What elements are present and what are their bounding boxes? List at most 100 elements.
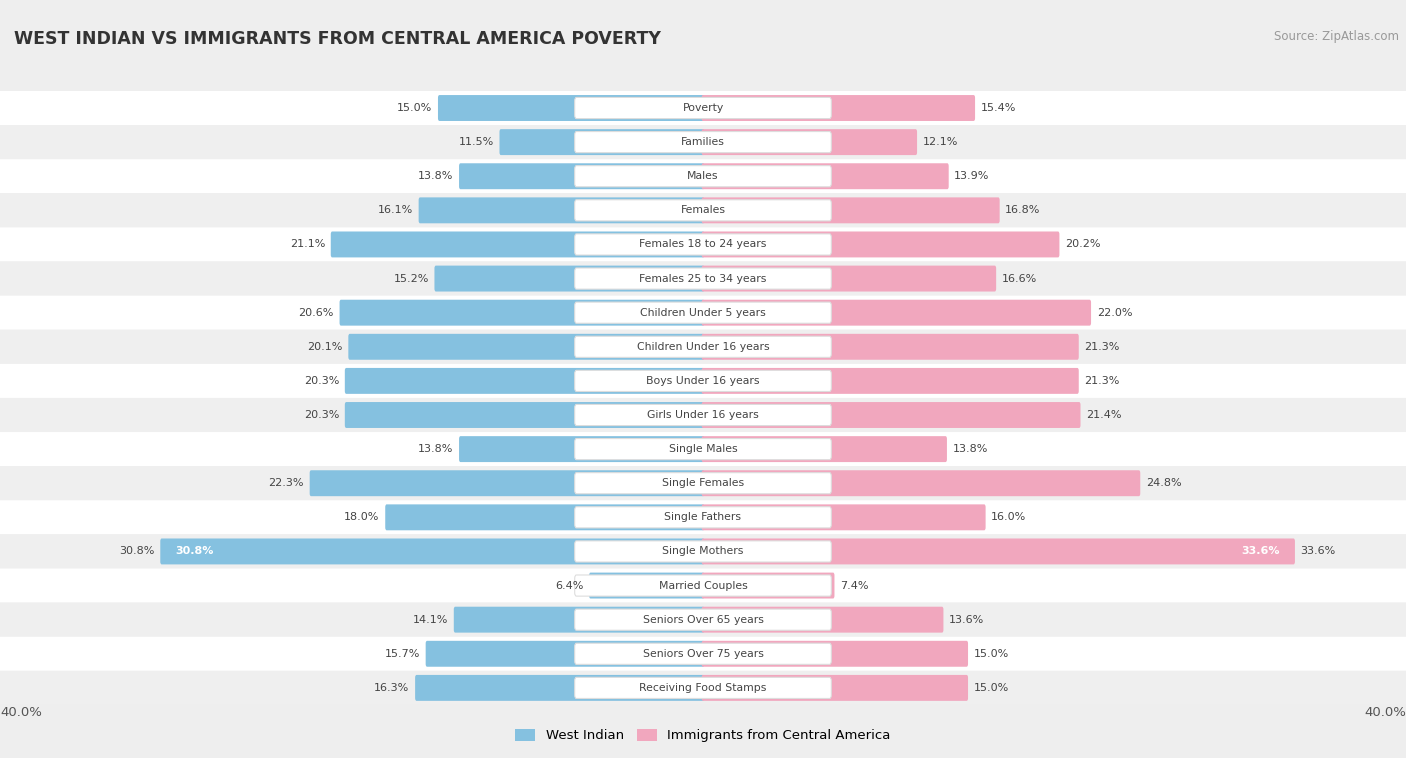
FancyBboxPatch shape <box>0 159 1406 193</box>
FancyBboxPatch shape <box>340 299 704 326</box>
FancyBboxPatch shape <box>575 302 831 323</box>
Text: 20.3%: 20.3% <box>304 376 339 386</box>
Text: 21.3%: 21.3% <box>1084 342 1119 352</box>
FancyBboxPatch shape <box>702 265 997 292</box>
Text: 14.1%: 14.1% <box>413 615 449 625</box>
FancyBboxPatch shape <box>575 507 831 528</box>
FancyBboxPatch shape <box>575 541 831 562</box>
FancyBboxPatch shape <box>385 504 704 531</box>
FancyBboxPatch shape <box>702 538 1295 565</box>
Text: 16.3%: 16.3% <box>374 683 409 693</box>
Text: 13.9%: 13.9% <box>955 171 990 181</box>
FancyBboxPatch shape <box>0 125 1406 159</box>
Text: 20.3%: 20.3% <box>304 410 339 420</box>
Text: Boys Under 16 years: Boys Under 16 years <box>647 376 759 386</box>
FancyBboxPatch shape <box>702 129 917 155</box>
FancyBboxPatch shape <box>0 262 1406 296</box>
FancyBboxPatch shape <box>349 334 704 360</box>
Text: 20.2%: 20.2% <box>1066 240 1101 249</box>
FancyBboxPatch shape <box>0 330 1406 364</box>
Text: Seniors Over 65 years: Seniors Over 65 years <box>643 615 763 625</box>
Text: 16.1%: 16.1% <box>378 205 413 215</box>
FancyBboxPatch shape <box>702 402 1080 428</box>
Text: Females 25 to 34 years: Females 25 to 34 years <box>640 274 766 283</box>
FancyBboxPatch shape <box>458 163 704 190</box>
Text: 13.8%: 13.8% <box>418 171 453 181</box>
FancyBboxPatch shape <box>309 470 704 496</box>
FancyBboxPatch shape <box>0 364 1406 398</box>
Text: 11.5%: 11.5% <box>458 137 494 147</box>
FancyBboxPatch shape <box>0 534 1406 568</box>
FancyBboxPatch shape <box>702 95 976 121</box>
Text: 40.0%: 40.0% <box>0 706 42 719</box>
FancyBboxPatch shape <box>575 132 831 152</box>
Text: 15.0%: 15.0% <box>396 103 433 113</box>
FancyBboxPatch shape <box>702 572 835 599</box>
FancyBboxPatch shape <box>0 637 1406 671</box>
FancyBboxPatch shape <box>0 227 1406 262</box>
Text: 13.8%: 13.8% <box>418 444 453 454</box>
FancyBboxPatch shape <box>0 432 1406 466</box>
FancyBboxPatch shape <box>344 368 704 394</box>
Text: 30.8%: 30.8% <box>120 547 155 556</box>
FancyBboxPatch shape <box>702 675 967 701</box>
FancyBboxPatch shape <box>575 337 831 357</box>
FancyBboxPatch shape <box>0 466 1406 500</box>
Text: 21.3%: 21.3% <box>1084 376 1119 386</box>
FancyBboxPatch shape <box>702 163 949 190</box>
Text: 7.4%: 7.4% <box>841 581 869 590</box>
FancyBboxPatch shape <box>702 606 943 633</box>
FancyBboxPatch shape <box>702 641 967 667</box>
FancyBboxPatch shape <box>575 166 831 186</box>
Text: 40.0%: 40.0% <box>1364 706 1406 719</box>
FancyBboxPatch shape <box>160 538 704 565</box>
Text: 15.0%: 15.0% <box>973 683 1010 693</box>
Text: Females: Females <box>681 205 725 215</box>
FancyBboxPatch shape <box>0 500 1406 534</box>
FancyBboxPatch shape <box>575 439 831 459</box>
FancyBboxPatch shape <box>499 129 704 155</box>
Legend: West Indian, Immigrants from Central America: West Indian, Immigrants from Central Ame… <box>510 724 896 747</box>
Text: Families: Families <box>681 137 725 147</box>
Text: 21.4%: 21.4% <box>1087 410 1122 420</box>
Text: 15.2%: 15.2% <box>394 274 429 283</box>
FancyBboxPatch shape <box>575 678 831 698</box>
Text: 6.4%: 6.4% <box>555 581 583 590</box>
FancyBboxPatch shape <box>702 197 1000 224</box>
FancyBboxPatch shape <box>575 405 831 425</box>
Text: 15.7%: 15.7% <box>385 649 420 659</box>
Text: Females 18 to 24 years: Females 18 to 24 years <box>640 240 766 249</box>
FancyBboxPatch shape <box>702 299 1091 326</box>
FancyBboxPatch shape <box>434 265 704 292</box>
FancyBboxPatch shape <box>0 193 1406 227</box>
Text: Poverty: Poverty <box>682 103 724 113</box>
FancyBboxPatch shape <box>575 200 831 221</box>
Text: 20.6%: 20.6% <box>298 308 335 318</box>
Text: 22.3%: 22.3% <box>269 478 304 488</box>
Text: 33.6%: 33.6% <box>1241 547 1279 556</box>
Text: Girls Under 16 years: Girls Under 16 years <box>647 410 759 420</box>
FancyBboxPatch shape <box>454 606 704 633</box>
Text: 15.0%: 15.0% <box>973 649 1010 659</box>
FancyBboxPatch shape <box>575 268 831 289</box>
Text: Single Females: Single Females <box>662 478 744 488</box>
Text: Seniors Over 75 years: Seniors Over 75 years <box>643 649 763 659</box>
FancyBboxPatch shape <box>330 231 704 258</box>
FancyBboxPatch shape <box>702 436 948 462</box>
FancyBboxPatch shape <box>0 603 1406 637</box>
Text: 16.6%: 16.6% <box>1001 274 1038 283</box>
FancyBboxPatch shape <box>439 95 704 121</box>
Text: 12.1%: 12.1% <box>922 137 957 147</box>
FancyBboxPatch shape <box>575 575 831 596</box>
Text: 20.1%: 20.1% <box>308 342 343 352</box>
FancyBboxPatch shape <box>702 470 1140 496</box>
FancyBboxPatch shape <box>0 296 1406 330</box>
FancyBboxPatch shape <box>0 91 1406 125</box>
Text: Children Under 16 years: Children Under 16 years <box>637 342 769 352</box>
Text: Single Males: Single Males <box>669 444 737 454</box>
FancyBboxPatch shape <box>702 231 1060 258</box>
FancyBboxPatch shape <box>589 572 704 599</box>
Text: Single Fathers: Single Fathers <box>665 512 741 522</box>
Text: Receiving Food Stamps: Receiving Food Stamps <box>640 683 766 693</box>
FancyBboxPatch shape <box>426 641 704 667</box>
